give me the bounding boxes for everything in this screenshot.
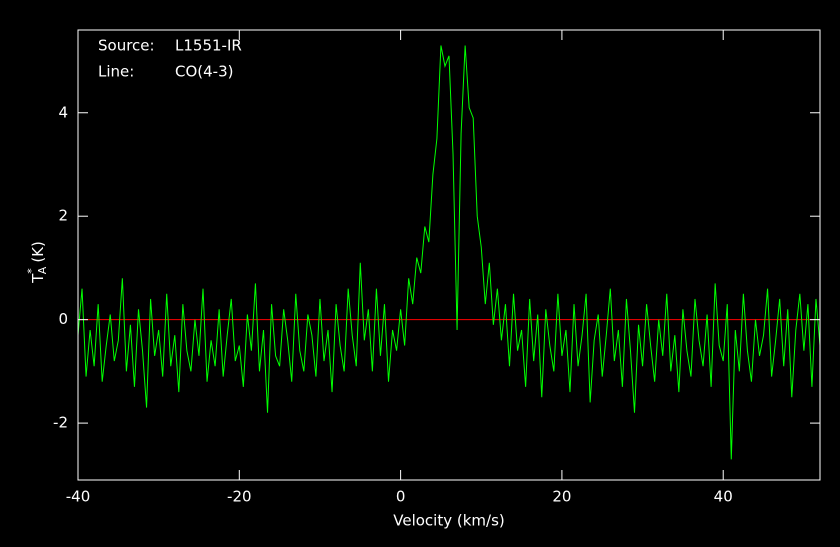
y-label-sup: * [25, 268, 38, 274]
x-axis-label: Velocity (km/s) [393, 512, 504, 530]
y-label-sub: A [36, 266, 49, 274]
y-label-symbol: T [29, 273, 47, 284]
y-label-unit: (K) [29, 241, 47, 263]
x-tick-label: 0 [396, 488, 406, 506]
y-tick-label: -2 [53, 414, 68, 432]
x-tick-label: 40 [714, 488, 733, 506]
annotation-text: CO(4-3) [175, 63, 233, 81]
y-axis-label: T*A (K) [25, 241, 49, 284]
annotation-label: Source: [98, 37, 155, 55]
x-tick-label: 20 [552, 488, 571, 506]
spectrum-line [77, 45, 821, 460]
annotation-text: L1551-IR [175, 37, 242, 55]
plot-frame [77, 29, 821, 481]
annotation-label: Line: [98, 63, 134, 81]
x-tick-label: -40 [66, 488, 91, 506]
y-tick-label: 0 [58, 310, 68, 328]
y-tick-label: 2 [58, 207, 68, 225]
y-tick-label: 4 [58, 103, 68, 121]
x-tick-label: -20 [227, 488, 252, 506]
